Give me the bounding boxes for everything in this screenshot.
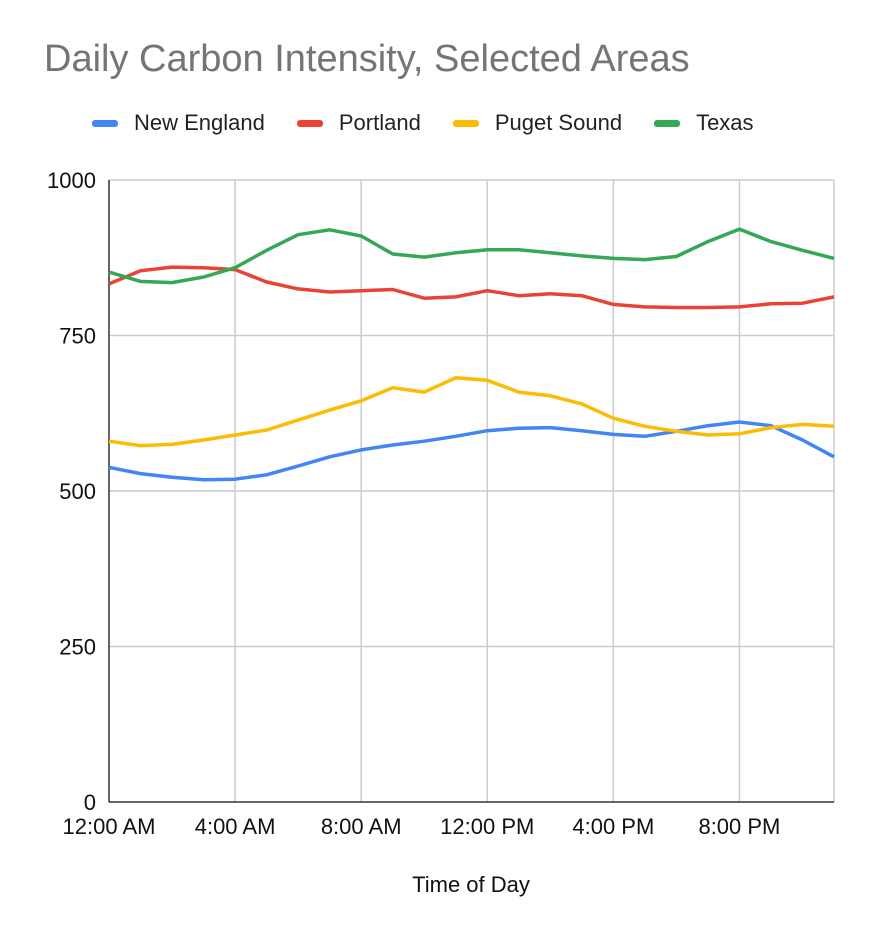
x-tick-label-12-00-pm: 12:00 PM bbox=[440, 814, 534, 839]
series-line-puget-sound[interactable] bbox=[108, 376, 835, 448]
legend: New England Portland Puget Sound Texas bbox=[92, 110, 786, 136]
series-line-texas[interactable] bbox=[108, 227, 835, 285]
gridlines bbox=[109, 179, 835, 802]
legend-label-texas: Texas bbox=[696, 110, 754, 135]
legend-label-puget-sound: Puget Sound bbox=[494, 110, 623, 135]
x-tick-label-8-00-pm: 8:00 PM bbox=[698, 814, 780, 839]
series-line-new-england[interactable] bbox=[108, 420, 835, 482]
chart-title: Daily Carbon Intensity, Selected Areas bbox=[44, 38, 690, 80]
x-axis-ticks: 12:00 AM 4:00 AM 8:00 AM 12:00 PM 4:00 PM 8:0… bbox=[63, 814, 781, 839]
y-tick-label-750: 750 bbox=[59, 324, 96, 349]
legend-item-new-england[interactable]: New England bbox=[92, 110, 265, 136]
legend-item-portland[interactable]: Portland bbox=[296, 110, 421, 136]
legend-item-puget-sound[interactable]: Puget Sound bbox=[452, 110, 623, 136]
y-axis-ticks: 0 250 500 750 1000 bbox=[47, 168, 96, 815]
x-tick-label-4-00-pm: 4:00 PM bbox=[572, 814, 654, 839]
legend-label-portland: Portland bbox=[338, 110, 421, 135]
legend-swatch-puget-sound bbox=[452, 119, 479, 127]
y-tick-label-250: 250 bbox=[59, 635, 96, 660]
series-lines bbox=[108, 227, 835, 482]
x-axis-title: Time of Day bbox=[412, 872, 530, 897]
y-tick-label-0: 0 bbox=[84, 790, 96, 815]
legend-item-texas[interactable]: Texas bbox=[654, 110, 754, 136]
x-tick-label-4-00-am: 4:00 AM bbox=[195, 814, 276, 839]
legend-swatch-new-england bbox=[92, 119, 118, 127]
legend-swatch-texas bbox=[654, 119, 681, 127]
y-tick-label-500: 500 bbox=[59, 479, 96, 504]
legend-label-new-england: New England bbox=[134, 110, 265, 135]
y-tick-label-1000: 1000 bbox=[47, 168, 96, 193]
legend-swatch-portland bbox=[296, 119, 323, 127]
x-tick-label-12-00-am: 12:00 AM bbox=[63, 814, 156, 839]
x-tick-label-8-00-am: 8:00 AM bbox=[321, 814, 402, 839]
